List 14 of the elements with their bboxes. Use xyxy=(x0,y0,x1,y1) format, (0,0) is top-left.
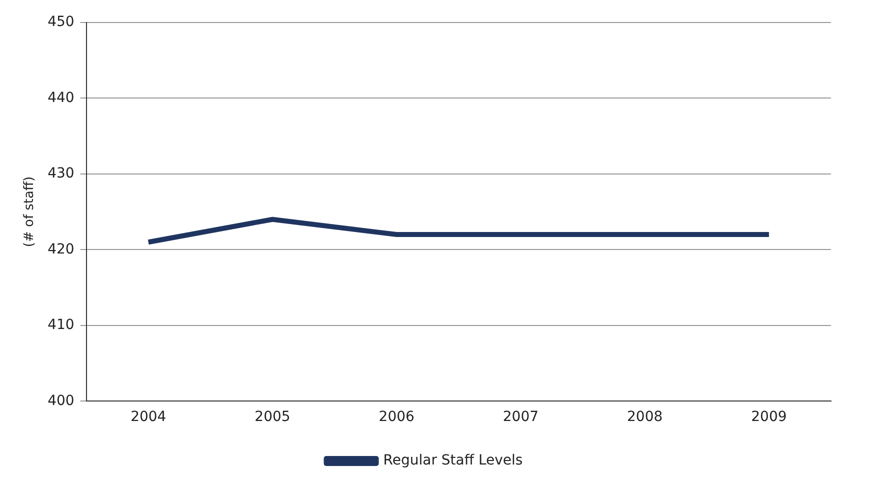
x-tick-label: 2006 xyxy=(378,409,415,426)
y-tick-label: 440 xyxy=(48,90,74,106)
x-tick-label: 2005 xyxy=(254,409,290,426)
y-tick-label: 420 xyxy=(48,241,74,258)
y-tick-label: 450 xyxy=(48,14,74,30)
y-tick-label: 400 xyxy=(48,392,74,409)
y-axis-title: (# of staff) xyxy=(22,176,38,248)
x-tick-label: 2009 xyxy=(751,409,787,426)
x-tick-label: 2007 xyxy=(502,409,539,426)
x-tick-label: 2008 xyxy=(627,409,663,426)
y-tick-label: 430 xyxy=(48,166,74,182)
legend-label: Regular Staff Levels xyxy=(383,452,523,469)
y-tick-label: 410 xyxy=(48,317,74,334)
x-tick-label: 2004 xyxy=(130,409,166,426)
